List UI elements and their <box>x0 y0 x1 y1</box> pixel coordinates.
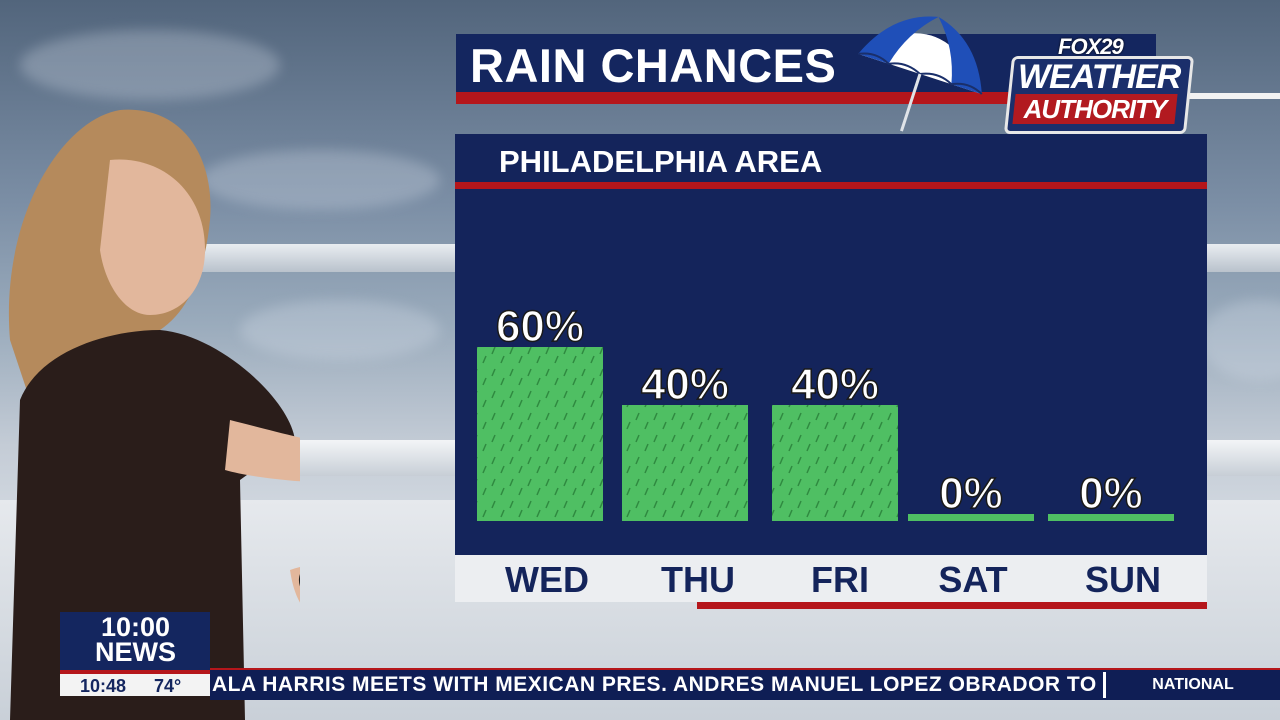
bar-value-label: 40% <box>791 360 879 409</box>
rain-chance-chart: 60% WED 40% THU 40% FRI 0% SAT 0% SUN <box>477 301 1174 600</box>
bar-value-label: 0% <box>1079 469 1143 518</box>
bar-value-label: 60% <box>496 302 584 351</box>
bar-sat <box>908 514 1034 521</box>
title-accent <box>456 92 1016 104</box>
ticker-category: NATIONAL <box>1106 670 1280 700</box>
bar-thu <box>622 405 748 521</box>
ticker-text: ALA HARRIS MEETS WITH MEXICAN PRES. ANDR… <box>212 673 1097 696</box>
cloud <box>200 150 440 210</box>
logo-line1: WEATHER <box>1018 58 1181 96</box>
bug-temperature: 74° <box>154 676 182 696</box>
day-label-wed: WED <box>505 559 589 600</box>
bar-wed <box>477 347 603 521</box>
day-label-thu: THU <box>661 559 735 600</box>
day-strip <box>455 555 1207 602</box>
bug-top <box>60 612 210 674</box>
ticker-separator <box>1103 672 1106 698</box>
logo-brand: FOX29 <box>1058 34 1124 59</box>
bug-bottom <box>60 674 210 696</box>
bar-sun <box>1048 514 1174 521</box>
title-rule <box>1180 93 1280 99</box>
news-ticker: ALA HARRIS MEETS WITH MEXICAN PRES. ANDR… <box>210 668 1280 700</box>
day-label-fri: FRI <box>811 559 869 600</box>
bug-line1: 10:00 <box>100 612 171 642</box>
bar-fri <box>772 405 898 521</box>
subtitle-accent <box>455 182 1207 189</box>
day-label-sat: SAT <box>938 559 1007 600</box>
cloud <box>20 30 280 100</box>
bug-line2: NEWS <box>95 637 176 667</box>
day-strip-accent <box>697 602 1207 609</box>
logo-line2: AUTHORITY <box>1023 94 1167 124</box>
chart-title: RAIN CHANCES <box>470 39 837 92</box>
cloud <box>240 300 440 360</box>
chart-subtitle: PHILADELPHIA AREA <box>499 144 823 179</box>
umbrella-icon <box>858 16 983 132</box>
bug-clock: 10:48 <box>80 676 127 696</box>
bar-value-label: 0% <box>939 469 1003 518</box>
bar-value-label: 40% <box>641 360 729 409</box>
day-label-sun: SUN <box>1085 559 1161 600</box>
logo-line2-box: AUTHORITY <box>1012 94 1178 124</box>
